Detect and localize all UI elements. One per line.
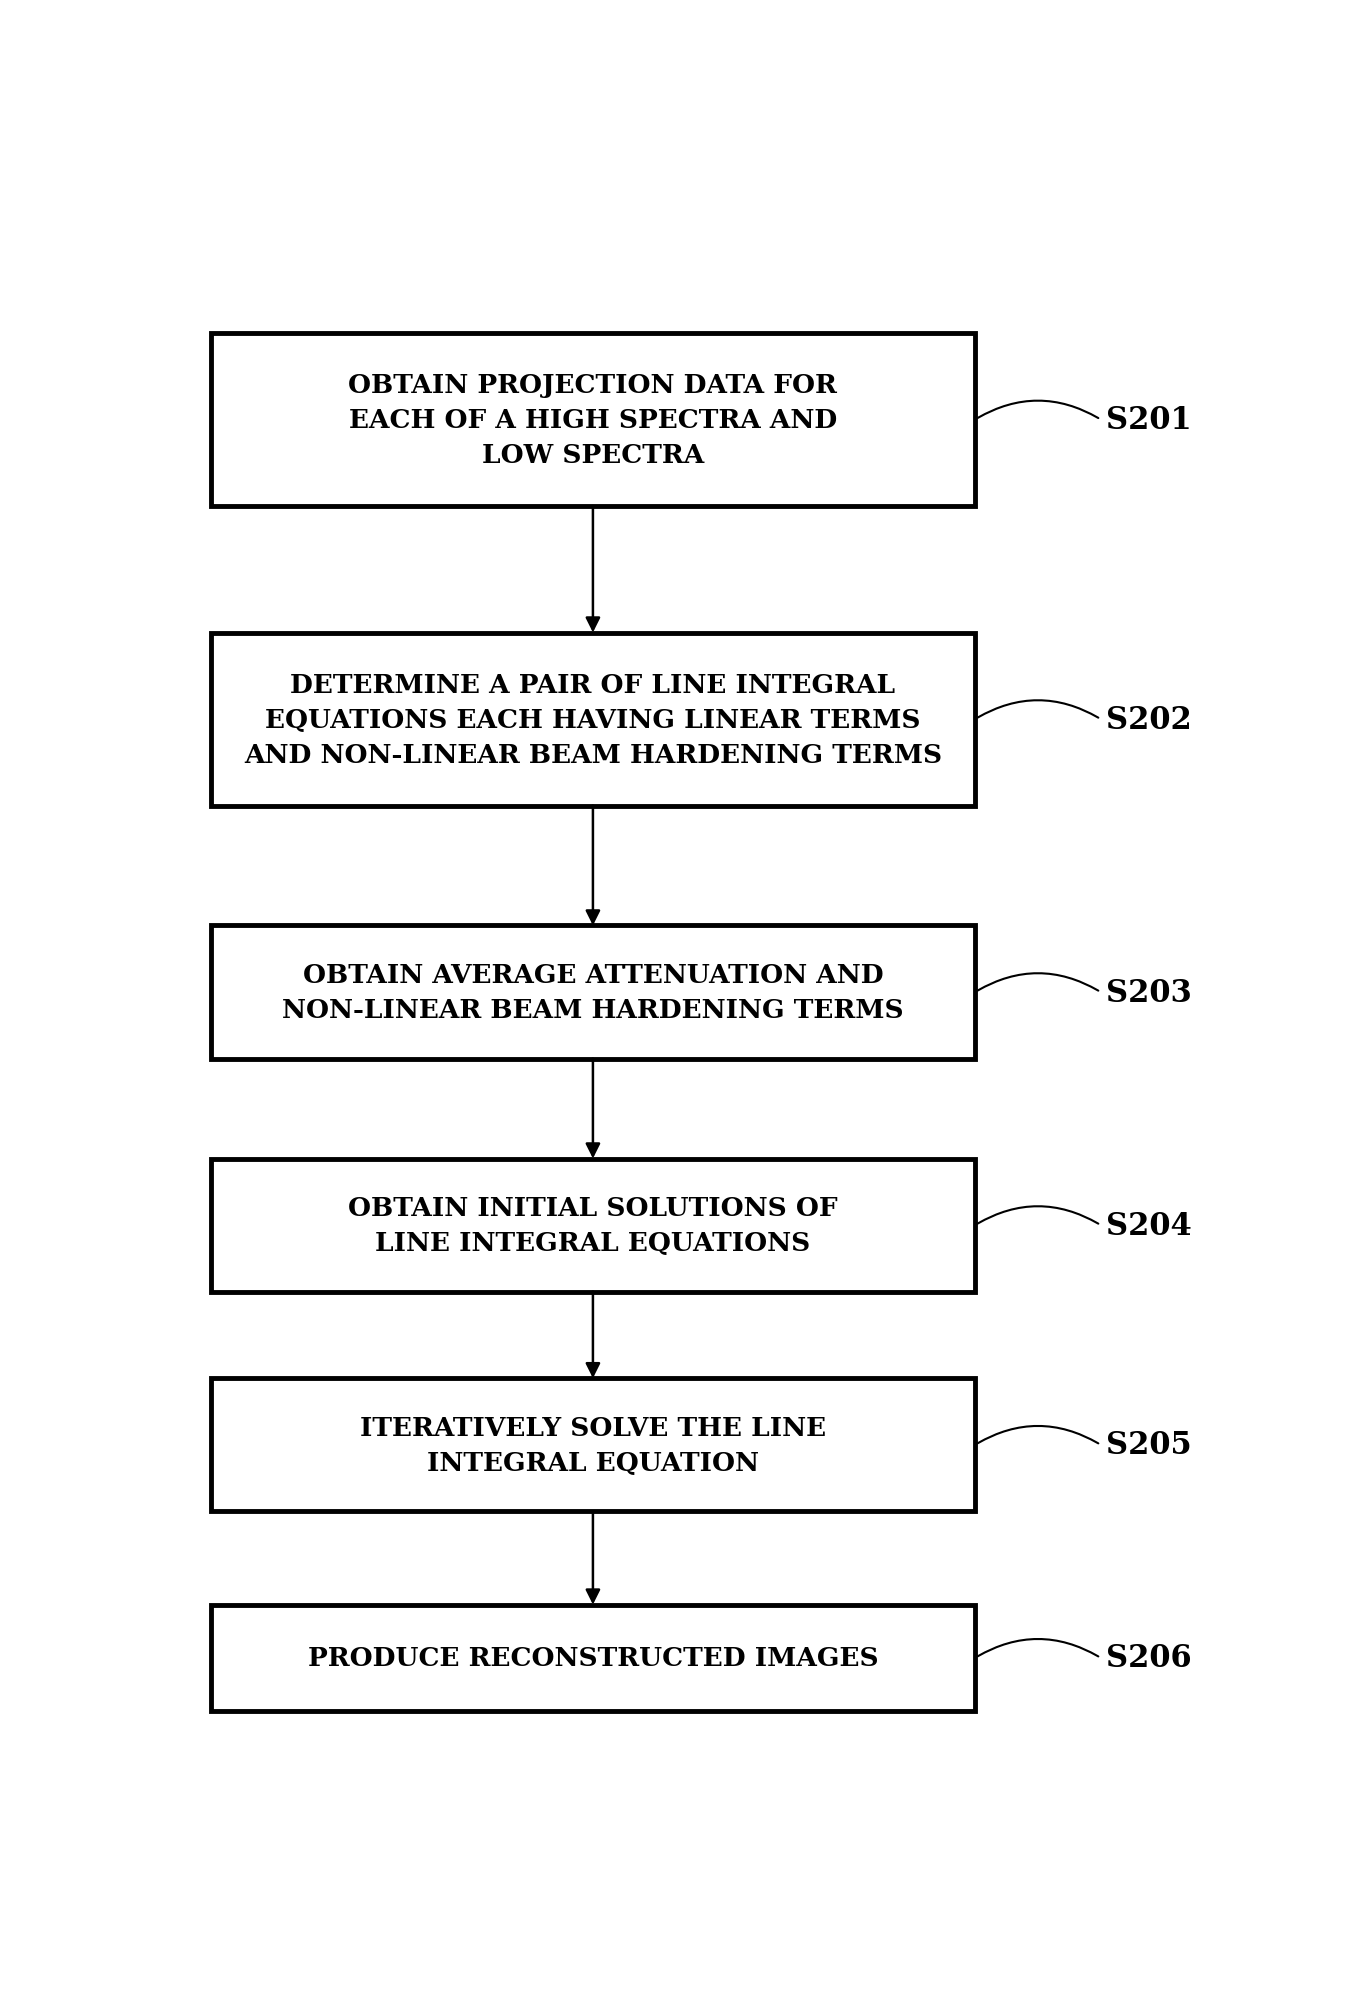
Text: S204: S204 [1106, 1209, 1192, 1241]
Text: OBTAIN PROJECTION DATA FOR
EACH OF A HIGH SPECTRA AND
LOW SPECTRA: OBTAIN PROJECTION DATA FOR EACH OF A HIG… [349, 373, 838, 467]
Text: S206: S206 [1106, 1642, 1192, 1674]
Bar [211, 634, 975, 806]
Text: S202: S202 [1106, 704, 1192, 736]
Text: S205: S205 [1106, 1430, 1192, 1460]
Text: S201: S201 [1106, 405, 1192, 435]
Text: PRODUCE RECONSTRUCTED IMAGES: PRODUCE RECONSTRUCTED IMAGES [308, 1646, 878, 1670]
FancyArrowPatch shape [978, 401, 1098, 419]
Bar [211, 1604, 975, 1710]
Bar [211, 1379, 975, 1512]
FancyArrowPatch shape [978, 1640, 1098, 1656]
Text: ITERATIVELY SOLVE THE LINE
INTEGRAL EQUATION: ITERATIVELY SOLVE THE LINE INTEGRAL EQUA… [359, 1416, 825, 1476]
Text: OBTAIN AVERAGE ATTENUATION AND
NON-LINEAR BEAM HARDENING TERMS: OBTAIN AVERAGE ATTENUATION AND NON-LINEA… [282, 962, 904, 1023]
FancyArrowPatch shape [978, 1426, 1098, 1444]
Text: OBTAIN INITIAL SOLUTIONS OF
LINE INTEGRAL EQUATIONS: OBTAIN INITIAL SOLUTIONS OF LINE INTEGRA… [349, 1195, 838, 1255]
FancyArrowPatch shape [978, 974, 1098, 990]
FancyArrowPatch shape [978, 702, 1098, 718]
Text: S203: S203 [1106, 976, 1192, 1009]
FancyArrowPatch shape [978, 1207, 1098, 1225]
Bar [211, 1159, 975, 1291]
Bar [211, 333, 975, 507]
Bar [211, 926, 975, 1059]
Text: DETERMINE A PAIR OF LINE INTEGRAL
EQUATIONS EACH HAVING LINEAR TERMS
AND NON-LIN: DETERMINE A PAIR OF LINE INTEGRAL EQUATI… [245, 672, 942, 768]
